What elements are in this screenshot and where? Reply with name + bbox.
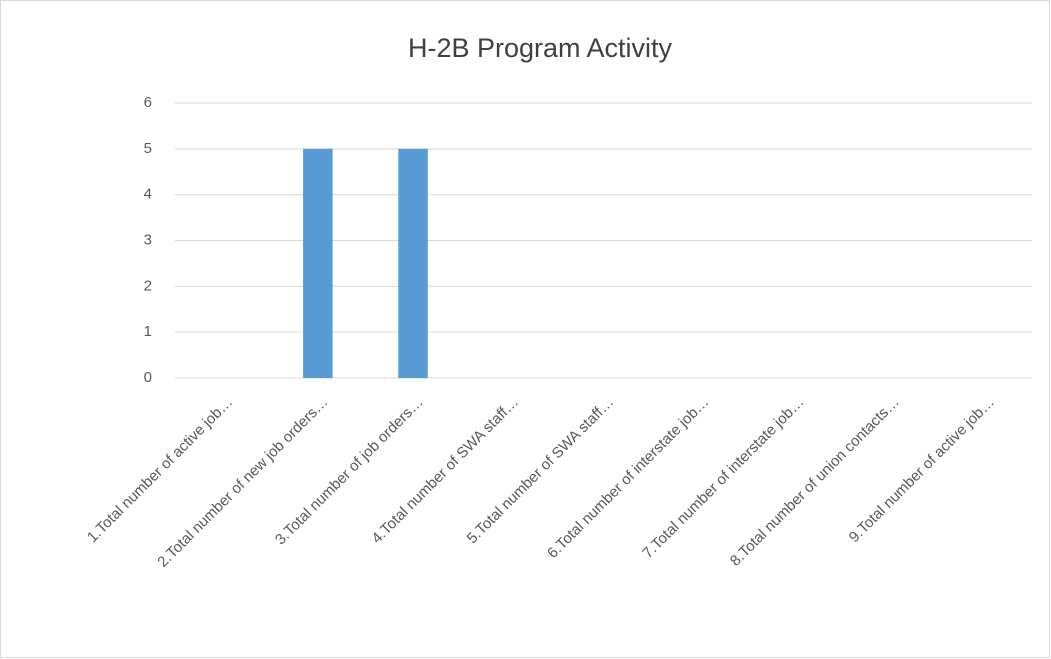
y-tick-label: 6	[144, 94, 152, 111]
y-tick-label: 4	[144, 186, 152, 203]
bar	[303, 148, 333, 378]
y-tick-label: 5	[144, 140, 152, 157]
bar	[398, 148, 428, 378]
y-tick-label: 3	[144, 231, 152, 248]
y-tick-label: 1	[144, 323, 152, 340]
y-tick-label: 0	[144, 369, 152, 386]
chart-title: H-2B Program Activity	[408, 33, 673, 63]
y-tick-label: 2	[144, 277, 152, 294]
